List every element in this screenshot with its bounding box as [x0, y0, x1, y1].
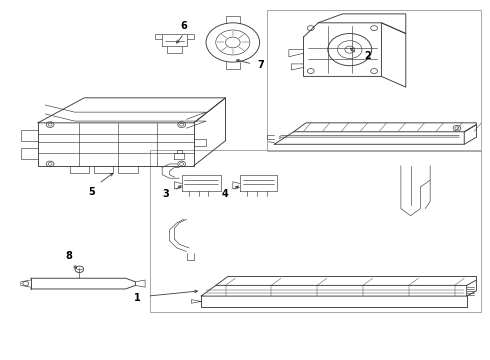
Text: 8: 8: [65, 251, 72, 261]
Text: 1: 1: [133, 293, 140, 303]
Text: 3: 3: [163, 189, 170, 199]
Text: 7: 7: [257, 60, 264, 70]
Text: 5: 5: [88, 187, 95, 197]
Text: 6: 6: [181, 21, 188, 31]
Bar: [267, 10, 481, 152]
Text: 2: 2: [365, 51, 371, 61]
Bar: [150, 150, 481, 312]
Text: 4: 4: [221, 189, 228, 199]
